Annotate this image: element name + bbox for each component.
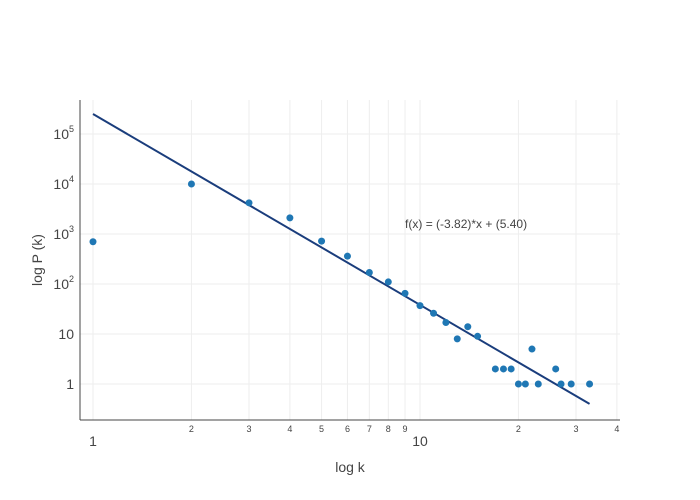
data-point <box>557 380 565 388</box>
data-point <box>453 335 461 343</box>
x-tick-label: 5 <box>319 424 324 434</box>
data-point <box>442 318 450 326</box>
x-tick-label: 2 <box>516 424 521 434</box>
y-tick-label: 103 <box>53 224 74 242</box>
y-tick-label: 10 <box>58 326 74 342</box>
data-point <box>416 302 424 310</box>
data-point <box>286 214 294 222</box>
y-tick-label: 102 <box>53 274 74 292</box>
data-point <box>89 238 97 246</box>
y-axis-title: log P (k) <box>29 234 45 286</box>
x-axis-title: log k <box>335 459 366 475</box>
y-tick-label: 105 <box>53 124 74 142</box>
data-series <box>89 113 594 405</box>
data-point <box>528 345 536 353</box>
axes <box>79 100 620 421</box>
x-tick-label: 10 <box>412 433 428 449</box>
data-point <box>318 237 326 245</box>
data-point <box>567 380 575 388</box>
x-tick-label: 3 <box>247 424 252 434</box>
data-point <box>534 380 542 388</box>
x-tick-label: 4 <box>287 424 292 434</box>
y-tick-label: 104 <box>53 174 74 192</box>
data-point <box>365 268 373 276</box>
x-tick-label: 6 <box>345 424 350 434</box>
x-tick-label: 2 <box>189 424 194 434</box>
data-point <box>552 365 560 373</box>
data-point <box>586 380 594 388</box>
fit-line <box>92 113 591 405</box>
x-tick-labels: 1 2 3 4 5 6 7 8 9 10 2 3 4 <box>89 424 619 449</box>
data-point <box>491 365 499 373</box>
data-point <box>464 323 472 331</box>
data-point <box>507 365 515 373</box>
data-point <box>499 365 507 373</box>
y-tick-labels: 1 10 102 103 104 105 <box>53 124 74 392</box>
data-point <box>343 252 351 260</box>
x-tick-label: 4 <box>614 424 619 434</box>
data-point <box>474 332 482 340</box>
x-tick-label: 9 <box>403 424 408 434</box>
data-point <box>514 380 522 388</box>
x-tick-label: 3 <box>574 424 579 434</box>
y-tick-label: 1 <box>66 376 74 392</box>
x-tick-label: 1 <box>89 433 97 449</box>
x-tick-label: 7 <box>367 424 372 434</box>
fit-equation-annotation: f(x) = (-3.82)*x + (5.40) <box>405 217 527 231</box>
grid <box>80 100 620 420</box>
data-point <box>401 289 409 297</box>
data-point <box>430 309 438 317</box>
data-point <box>245 199 253 207</box>
x-tick-label: 8 <box>386 424 391 434</box>
data-point <box>521 380 529 388</box>
data-point <box>187 180 195 188</box>
data-point <box>384 278 392 286</box>
